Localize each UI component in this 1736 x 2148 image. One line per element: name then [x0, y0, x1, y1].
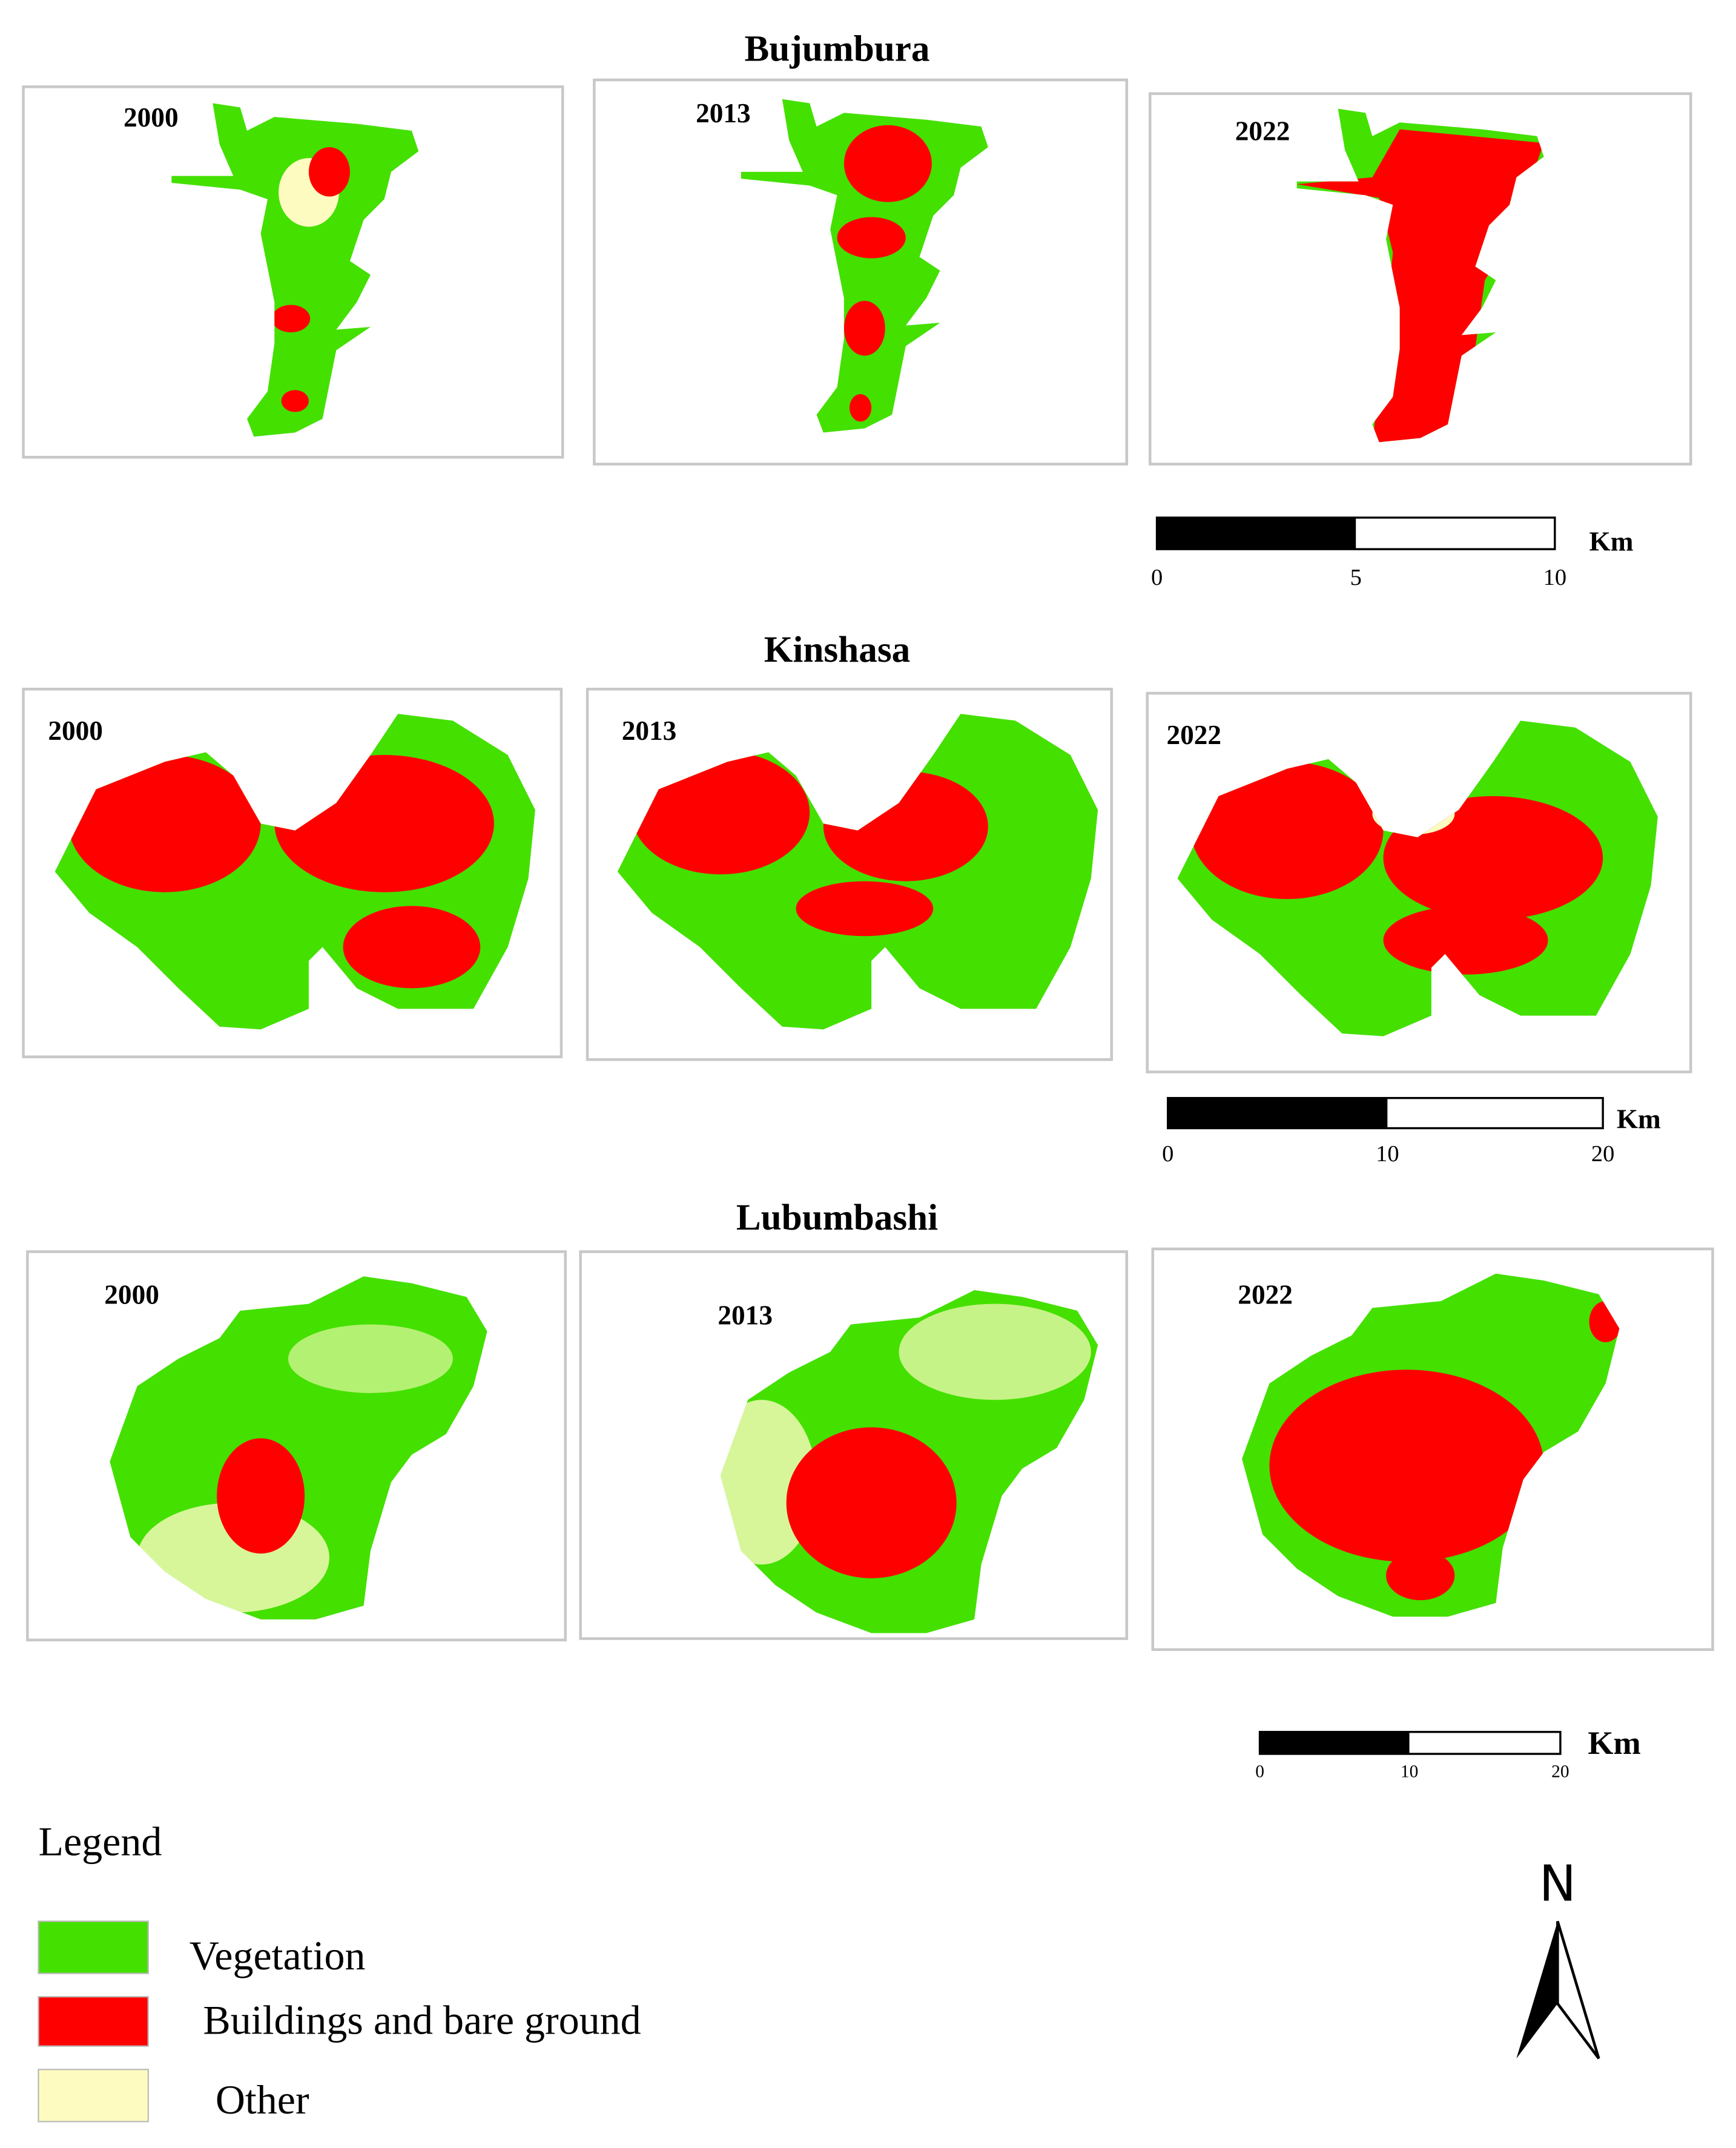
year-label: 2013: [718, 1300, 773, 1331]
legend-swatch: [38, 2069, 149, 2123]
scale-unit: Km: [1589, 526, 1633, 556]
built: [849, 394, 872, 422]
legend-swatch: [38, 1920, 149, 1974]
legend: Legend Vegetation Buildings and bare gro…: [38, 1819, 641, 2123]
year-label: 2013: [622, 716, 677, 746]
year-label: 2000: [104, 1280, 159, 1310]
map: [741, 99, 988, 433]
scale-label: 0: [1162, 1141, 1173, 1167]
scale-bar-fill: [1259, 1731, 1410, 1754]
built: [343, 906, 481, 989]
scale-label: 20: [1551, 1762, 1569, 1782]
scale-bar: 0 10 20 Km: [1162, 1096, 1661, 1167]
north-arrow: N: [1516, 1856, 1600, 2060]
scale-unit: Km: [1588, 1725, 1641, 1761]
year-label: 2000: [48, 716, 103, 746]
scale-unit: Km: [1617, 1104, 1661, 1135]
map: [171, 103, 419, 437]
legend-label: Vegetation: [190, 1932, 366, 1978]
built: [1383, 906, 1548, 975]
scale-bar: 0 10 20 Km: [1255, 1725, 1641, 1782]
built: [1269, 1369, 1544, 1562]
built: [1296, 129, 1544, 443]
built: [217, 1438, 305, 1554]
other: [899, 1303, 1091, 1400]
built: [843, 125, 932, 202]
legend-label: Buildings and bare ground: [203, 1997, 641, 2043]
scale-label: 0: [1255, 1762, 1264, 1782]
legend-swatch: [38, 1996, 149, 2047]
built: [1386, 1550, 1455, 1601]
built: [1191, 762, 1384, 900]
section-title: Kinshasa: [764, 629, 910, 670]
north-label: N: [1539, 1856, 1576, 1913]
year-label: 2022: [1166, 720, 1221, 750]
scale-bar: 0 5 10 Km: [1151, 516, 1633, 590]
map: [110, 1276, 487, 1619]
built: [837, 217, 906, 259]
other: [288, 1324, 453, 1393]
scale-label: 0: [1151, 565, 1163, 590]
year-label: 2022: [1238, 1280, 1293, 1310]
other: [720, 1400, 817, 1565]
built: [786, 1427, 957, 1578]
map: [720, 1290, 1098, 1633]
scale-label: 5: [1350, 565, 1362, 590]
scale-label: 10: [1376, 1141, 1399, 1167]
built: [308, 147, 350, 197]
year-label: 2022: [1235, 116, 1290, 147]
year-label: 2000: [124, 102, 179, 133]
built: [281, 390, 309, 412]
year-label: 2013: [696, 98, 751, 128]
scale-label: 10: [1543, 565, 1567, 590]
section-title: Bujumbura: [744, 28, 929, 69]
legend-title: Legend: [38, 1819, 162, 1865]
arrow-half: [1516, 1921, 1558, 2059]
built: [271, 305, 311, 333]
section-title: Lubumbashi: [736, 1197, 938, 1238]
built: [843, 300, 885, 356]
arrow-half: [1556, 1920, 1600, 2060]
scale-bar-fill: [1167, 1098, 1388, 1128]
built: [68, 755, 261, 892]
map: [1242, 1273, 1620, 1617]
map: [617, 714, 1098, 1030]
scale-label: 20: [1591, 1141, 1615, 1167]
legend-label: Other: [216, 2077, 309, 2123]
map: [1296, 108, 1544, 443]
built: [796, 881, 934, 937]
scale-bar-fill: [1157, 517, 1356, 550]
scale-label: 10: [1401, 1762, 1418, 1782]
